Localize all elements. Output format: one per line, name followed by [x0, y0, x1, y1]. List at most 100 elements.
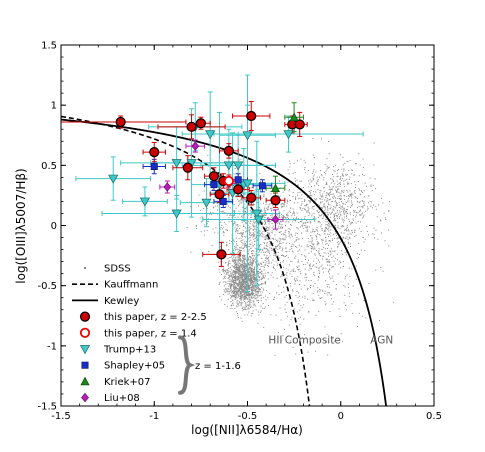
- sdss-point: [379, 219, 381, 221]
- sdss-point: [327, 221, 329, 223]
- sdss-point: [227, 270, 228, 272]
- sdss-point: [340, 226, 342, 228]
- sdss-point: [266, 207, 268, 209]
- trump-13-point: [223, 161, 234, 171]
- sdss-point: [318, 214, 320, 216]
- sdss-point: [248, 279, 250, 280]
- sdss-point: [238, 285, 239, 287]
- sdss-point: [243, 269, 245, 271]
- sdss-point: [222, 232, 224, 234]
- sdss-point: [252, 280, 254, 282]
- sdss-point: [356, 200, 358, 202]
- sdss-point: [366, 225, 368, 227]
- sdss-point: [243, 278, 245, 280]
- sdss-point: [388, 210, 390, 212]
- sdss-point: [331, 189, 333, 191]
- sdss-point: [256, 299, 258, 301]
- sdss-point: [246, 298, 248, 299]
- sdss-point: [199, 209, 201, 211]
- sdss-point: [244, 297, 246, 299]
- sdss-point: [252, 268, 254, 270]
- sdss-point: [214, 205, 216, 207]
- sdss-point: [296, 212, 298, 214]
- sdss-point: [257, 190, 258, 192]
- sdss-point: [304, 264, 306, 266]
- sdss-point: [262, 261, 264, 263]
- sdss-point: [234, 290, 236, 292]
- sdss-point: [243, 250, 245, 252]
- sdss-point: [250, 227, 252, 229]
- sdss-point: [343, 210, 345, 211]
- sdss-point: [345, 174, 347, 176]
- sdss-point: [245, 257, 247, 259]
- sdss-point: [327, 167, 329, 169]
- sdss-point: [375, 206, 377, 208]
- sdss-point: [243, 291, 245, 293]
- sdss-point: [281, 255, 282, 256]
- sdss-point: [309, 267, 311, 269]
- sdss-point: [236, 243, 238, 245]
- sdss-point: [238, 253, 240, 255]
- sdss-point: [323, 252, 325, 254]
- sdss-point: [309, 201, 311, 203]
- sdss-point: [248, 308, 250, 310]
- sdss-point: [334, 219, 336, 221]
- sdss-point: [318, 273, 320, 274]
- sdss-point: [254, 276, 256, 278]
- sdss-point: [295, 255, 297, 257]
- sdss-point: [199, 217, 201, 219]
- sdss-point: [336, 202, 338, 204]
- sdss-point: [248, 275, 249, 277]
- sdss-point: [244, 300, 245, 302]
- sdss-point: [331, 182, 333, 184]
- sdss-point: [351, 193, 353, 195]
- sdss-point: [252, 284, 254, 285]
- sdss-point: [264, 243, 265, 245]
- sdss-point: [303, 224, 305, 226]
- sdss-point: [342, 341, 344, 343]
- sdss-point: [243, 273, 245, 275]
- sdss-point: [233, 291, 235, 293]
- sdss-point: [373, 164, 375, 166]
- sdss-point: [241, 272, 243, 274]
- sdss-point: [243, 293, 245, 295]
- sdss-point: [314, 254, 316, 256]
- sdss-point: [338, 197, 340, 199]
- sdss-point: [254, 298, 256, 300]
- sdss-point: [237, 259, 239, 261]
- sdss-point: [238, 305, 240, 307]
- sdss-point: [368, 202, 369, 204]
- sdss-point: [337, 188, 339, 190]
- sdss-point: [368, 283, 370, 285]
- sdss-point: [286, 274, 288, 276]
- sdss-point: [330, 232, 332, 234]
- sdss-point: [190, 206, 191, 208]
- sdss-point: [230, 305, 232, 307]
- sdss-point: [333, 218, 335, 220]
- sdss-point: [343, 198, 345, 200]
- sdss-point: [247, 224, 249, 226]
- sdss-point: [214, 196, 216, 198]
- sdss-point: [254, 304, 256, 306]
- sdss-point: [240, 259, 242, 261]
- sdss-point: [328, 259, 330, 261]
- sdss-point: [249, 278, 251, 280]
- sdss-point: [289, 229, 291, 231]
- sdss-point: [299, 197, 301, 199]
- sdss-point: [345, 211, 347, 213]
- sdss-point: [319, 289, 321, 291]
- sdss-point: [233, 274, 235, 276]
- sdss-point: [324, 219, 326, 221]
- sdss-point: [225, 269, 227, 271]
- sdss-point: [340, 195, 342, 197]
- sdss-point: [330, 212, 332, 214]
- sdss-point: [349, 232, 351, 234]
- sdss-point: [241, 288, 242, 290]
- sdss-point: [240, 286, 241, 288]
- sdss-point: [237, 277, 239, 279]
- sdss-point: [267, 251, 269, 253]
- sdss-point: [247, 258, 249, 260]
- sdss-point: [241, 277, 243, 279]
- sdss-point: [262, 214, 264, 216]
- sdss-point: [296, 311, 298, 313]
